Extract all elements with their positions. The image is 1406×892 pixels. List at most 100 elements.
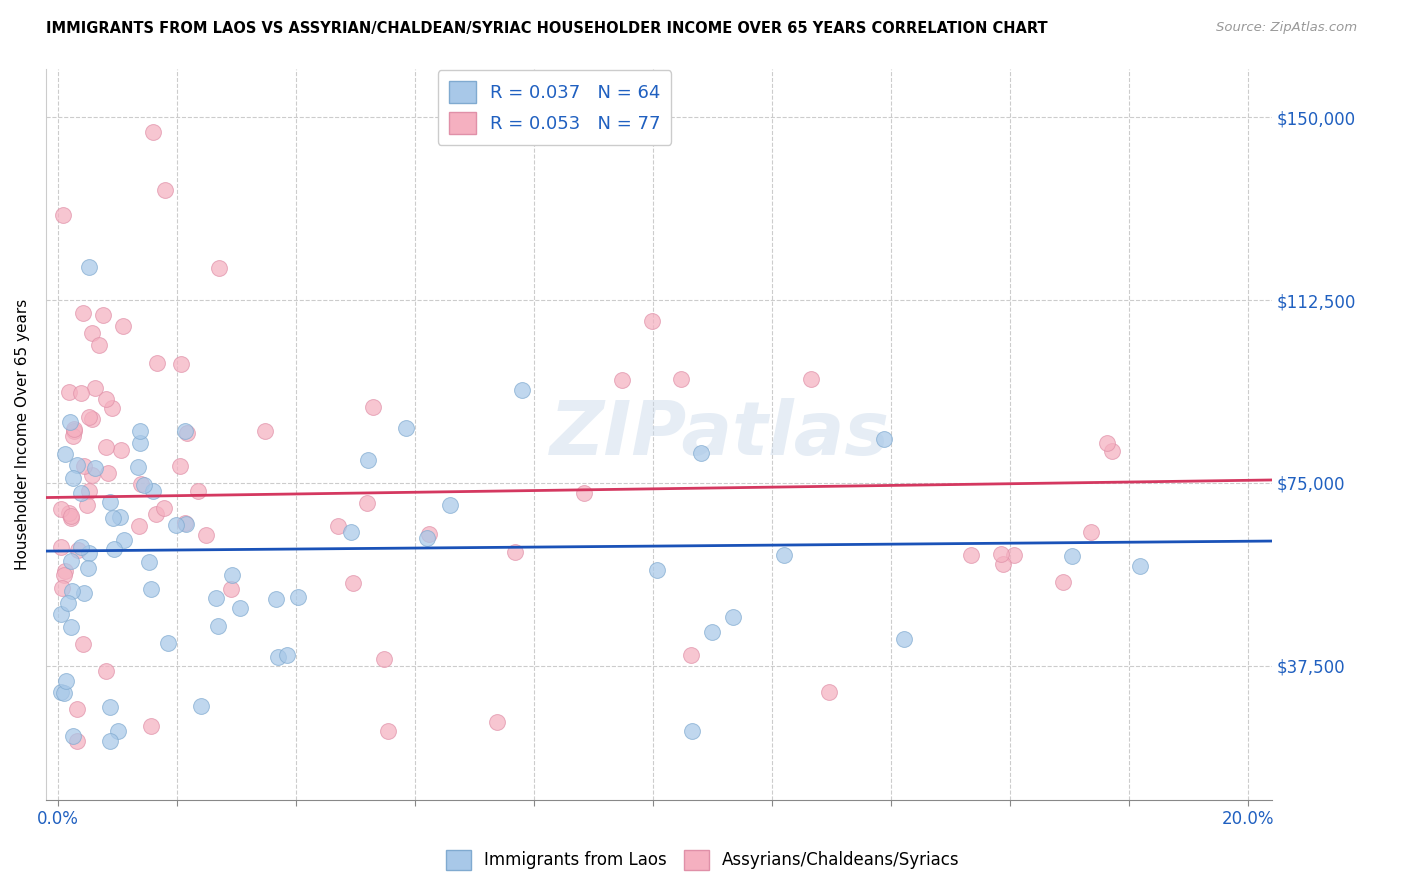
- Point: [1101, 444, 1123, 458]
- Point: [111, 318, 134, 333]
- Point: [176, 425, 198, 440]
- Point: [101, 401, 124, 415]
- Point: [153, 500, 176, 515]
- Point: [1002, 548, 1025, 562]
- Point: [131, 476, 153, 491]
- Point: [77, 409, 100, 424]
- Point: [800, 371, 823, 385]
- Point: [59, 554, 82, 568]
- Point: [221, 582, 243, 596]
- Point: [669, 371, 692, 385]
- Point: [72, 637, 94, 651]
- Point: [221, 568, 243, 582]
- Point: [79, 483, 101, 498]
- Point: [100, 734, 122, 748]
- Point: [142, 125, 165, 139]
- Point: [169, 459, 191, 474]
- Point: [960, 548, 983, 562]
- Point: [195, 528, 218, 542]
- Point: [58, 384, 80, 399]
- Point: [610, 373, 633, 387]
- Point: [1052, 574, 1074, 589]
- Point: [62, 429, 84, 443]
- Point: [98, 495, 121, 509]
- Point: [59, 415, 82, 429]
- Point: [190, 698, 212, 713]
- Point: [1080, 525, 1102, 540]
- Point: [1129, 558, 1152, 573]
- Point: [77, 561, 100, 575]
- Point: [49, 501, 72, 516]
- Point: [373, 652, 395, 666]
- Point: [58, 506, 80, 520]
- Point: [817, 685, 839, 699]
- Point: [416, 531, 439, 545]
- Point: [53, 568, 76, 582]
- Point: [689, 446, 711, 460]
- Point: [82, 468, 104, 483]
- Point: [94, 440, 117, 454]
- Point: [80, 412, 103, 426]
- Point: [49, 540, 72, 554]
- Point: [110, 442, 132, 457]
- Point: [51, 582, 73, 596]
- Point: [66, 543, 89, 558]
- Point: [129, 436, 152, 450]
- Point: [53, 686, 76, 700]
- Point: [702, 625, 724, 640]
- Point: [264, 591, 287, 606]
- Point: [145, 507, 167, 521]
- Point: [66, 734, 89, 748]
- Point: [66, 458, 89, 472]
- Point: [87, 338, 110, 352]
- Point: [138, 555, 160, 569]
- Point: [156, 636, 179, 650]
- Point: [73, 459, 96, 474]
- Point: [70, 486, 93, 500]
- Point: [72, 306, 94, 320]
- Point: [207, 619, 229, 633]
- Point: [62, 424, 84, 438]
- Point: [418, 527, 440, 541]
- Point: [101, 510, 124, 524]
- Point: [893, 632, 915, 647]
- Point: [103, 541, 125, 556]
- Legend: Immigrants from Laos, Assyrians/Chaldeans/Syriacs: Immigrants from Laos, Assyrians/Chaldean…: [440, 843, 966, 877]
- Point: [439, 498, 461, 512]
- Point: [53, 447, 76, 461]
- Point: [174, 516, 197, 530]
- Point: [60, 509, 83, 524]
- Point: [276, 648, 298, 662]
- Point: [395, 421, 418, 435]
- Point: [77, 546, 100, 560]
- Point: [59, 510, 82, 524]
- Point: [991, 557, 1014, 571]
- Point: [204, 591, 226, 606]
- Point: [60, 584, 83, 599]
- Point: [357, 453, 380, 467]
- Point: [73, 586, 96, 600]
- Point: [266, 650, 288, 665]
- Point: [174, 516, 197, 531]
- Point: [60, 620, 83, 634]
- Point: [679, 648, 702, 663]
- Point: [82, 326, 104, 340]
- Point: [84, 381, 107, 395]
- Point: [70, 540, 93, 554]
- Text: ZIPatlas: ZIPatlas: [550, 398, 890, 470]
- Point: [49, 685, 72, 699]
- Point: [328, 518, 350, 533]
- Point: [681, 723, 703, 738]
- Point: [142, 483, 165, 498]
- Point: [486, 714, 509, 729]
- Point: [641, 314, 664, 328]
- Point: [58, 596, 80, 610]
- Point: [377, 724, 399, 739]
- Point: [70, 386, 93, 401]
- Point: [510, 383, 533, 397]
- Text: IMMIGRANTS FROM LAOS VS ASSYRIAN/CHALDEAN/SYRIAC HOUSEHOLDER INCOME OVER 65 YEAR: IMMIGRANTS FROM LAOS VS ASSYRIAN/CHALDEA…: [46, 21, 1047, 36]
- Point: [62, 471, 84, 485]
- Point: [356, 495, 378, 509]
- Point: [145, 355, 167, 369]
- Point: [342, 575, 364, 590]
